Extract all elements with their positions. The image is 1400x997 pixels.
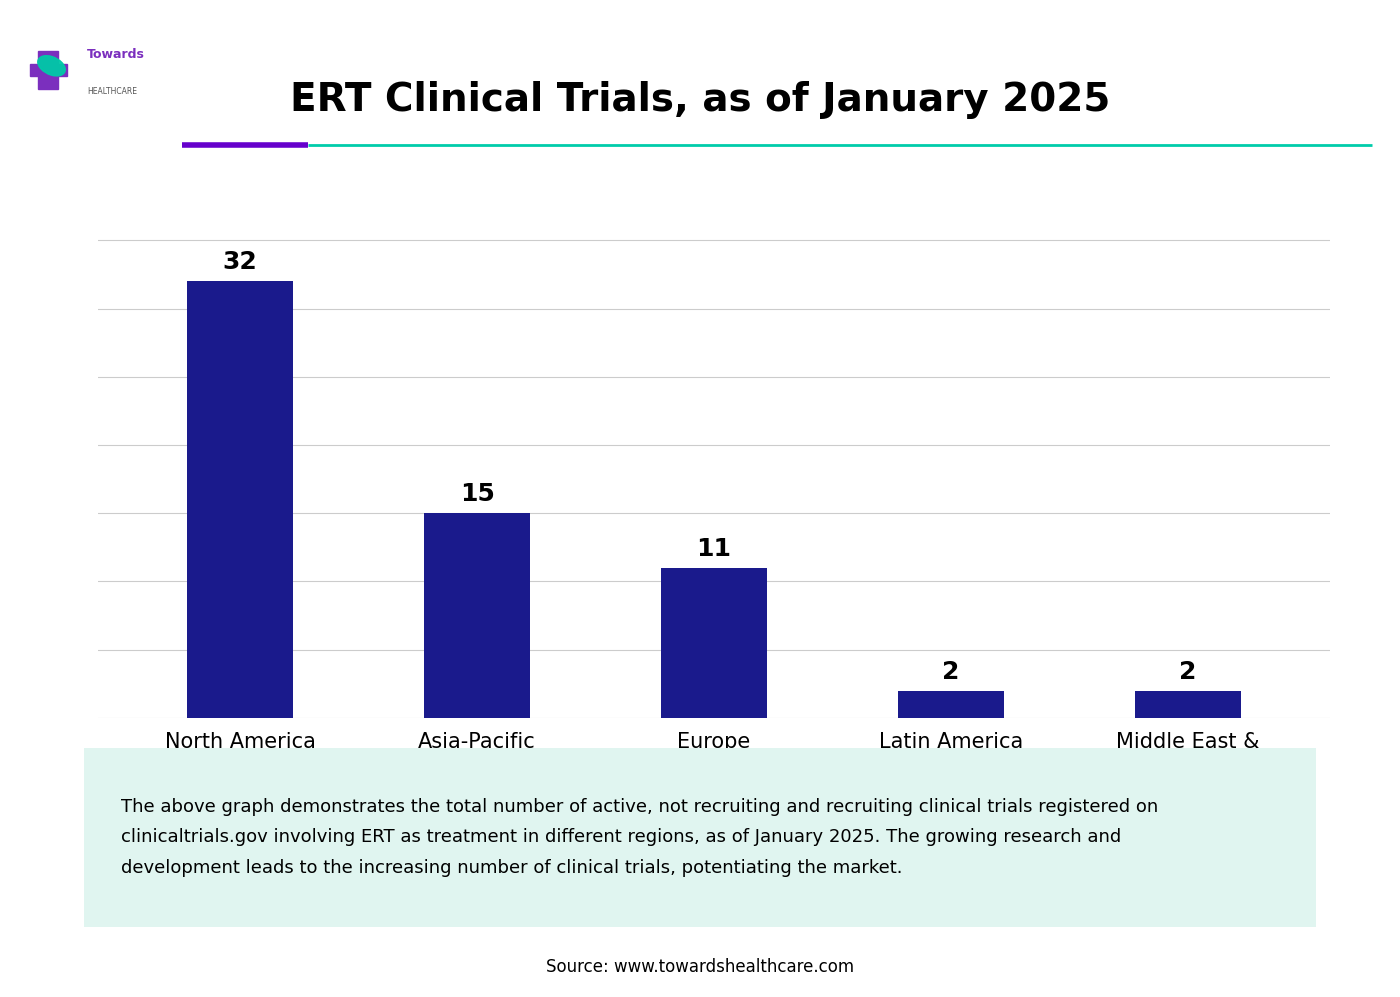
Text: 2: 2 [942,660,959,684]
Bar [38,51,59,89]
Ellipse shape [38,56,66,76]
Text: ERT Clinical Trials, as of January 2025: ERT Clinical Trials, as of January 2025 [290,81,1110,119]
Bar [29,64,67,76]
Bar [661,567,767,718]
Text: 15: 15 [459,483,494,506]
Bar [1134,691,1242,718]
Text: The above graph demonstrates the total number of active, not recruiting and recr: The above graph demonstrates the total n… [120,798,1158,877]
Text: 11: 11 [697,537,732,561]
Text: Towards: Towards [87,48,144,62]
Bar [424,513,531,718]
Text: HEALTHCARE: HEALTHCARE [87,87,137,97]
Text: 2: 2 [1179,660,1197,684]
Bar [897,691,1004,718]
Text: 32: 32 [223,250,258,274]
Text: Source: www.towardshealthcare.com: Source: www.towardshealthcare.com [546,958,854,976]
Bar [186,281,294,718]
